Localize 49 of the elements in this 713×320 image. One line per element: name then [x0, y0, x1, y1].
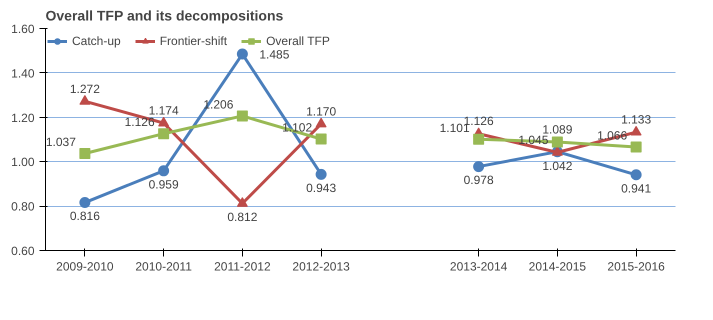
legend-label: Overall TFP: [266, 34, 330, 48]
data-label: 0.941: [621, 181, 652, 196]
y-tick-label: 1.20: [11, 110, 35, 125]
data-label: 1.170: [306, 104, 336, 118]
x-tick-label: 2015-2016: [607, 260, 666, 274]
point: [158, 116, 170, 126]
data-label: 0.959: [148, 177, 179, 192]
point: [473, 161, 484, 172]
point: [630, 142, 642, 153]
data-label: 0.978: [464, 173, 494, 188]
x-tick-label: 2013-2014: [450, 260, 508, 274]
data-label: 1.042: [542, 158, 573, 173]
data-label: 1.485: [259, 48, 290, 62]
chart-title: Overall TFP and its decompositions: [46, 8, 284, 24]
y-tick-label: 1.00: [11, 155, 35, 170]
point: [630, 126, 642, 136]
data-label: 1.272: [70, 82, 100, 96]
x-tick-label: 2012-2013: [292, 260, 350, 274]
x-tick-label: 2009-2010: [56, 260, 114, 274]
point: [316, 168, 327, 180]
y-tick-label: 1.40: [11, 66, 35, 80]
legend-label: Catch-up: [72, 34, 121, 48]
point: [79, 148, 90, 159]
legend-label: Frontier-shift: [160, 34, 228, 48]
point: [79, 197, 90, 208]
data-label: 1.126: [124, 115, 155, 130]
point: [236, 197, 248, 207]
x-tick-label: 2010-2011: [135, 260, 192, 274]
y-tick-label: 1.60: [11, 22, 35, 36]
data-label: 0.943: [306, 180, 336, 195]
point: [236, 110, 248, 122]
point: [79, 95, 90, 105]
point: [158, 128, 170, 140]
data-label: 1.037: [46, 134, 76, 149]
data-label: 1.174: [148, 104, 179, 118]
x-tick-label: 2011-2012: [214, 260, 271, 274]
data-label: 1.089: [542, 122, 573, 136]
x-tick-label: 2014-2015: [528, 260, 586, 274]
point: [473, 134, 484, 145]
y-tick-label: 0.80: [11, 200, 35, 214]
data-label: 0.816: [70, 209, 100, 224]
point: [552, 136, 563, 148]
point: [630, 169, 642, 180]
point: [158, 165, 170, 176]
data-label: 0.812: [227, 210, 258, 224]
point: [236, 48, 248, 60]
point: [316, 134, 327, 145]
y-tick-label: 0.60: [11, 244, 35, 258]
point: [316, 118, 327, 128]
